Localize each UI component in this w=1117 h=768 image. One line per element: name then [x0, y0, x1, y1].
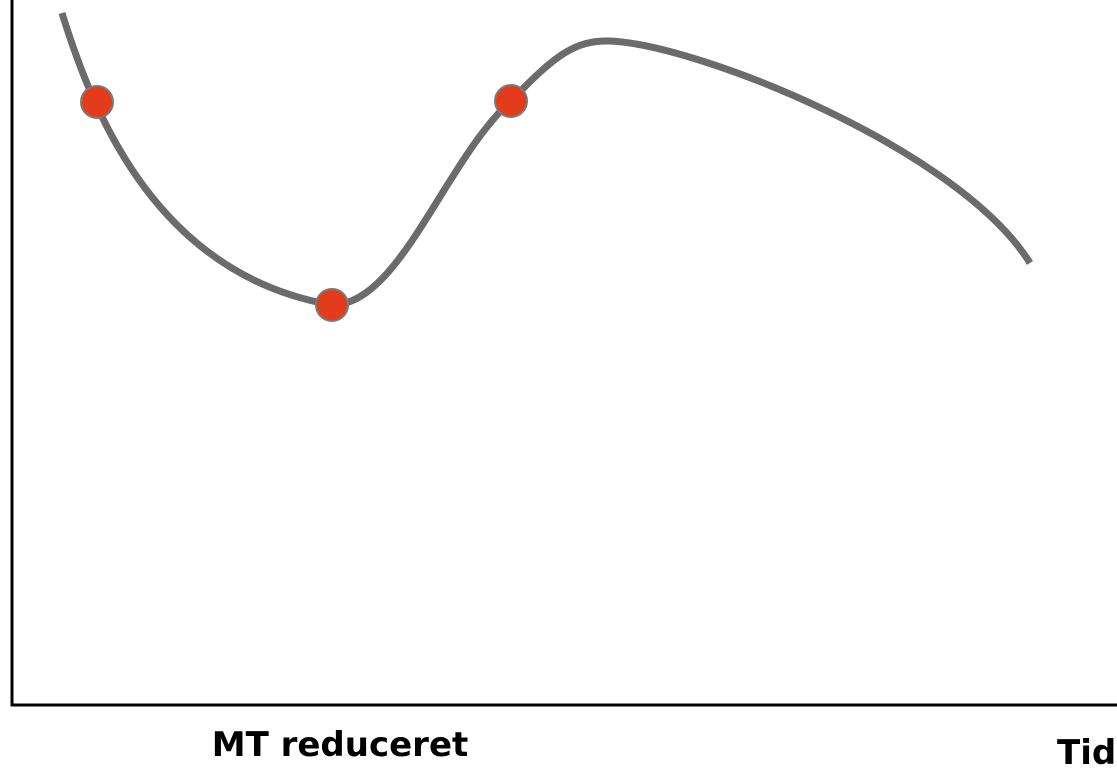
axis-end-label: Tid — [1057, 733, 1116, 768]
curve — [58, 11, 1033, 309]
marker — [80, 85, 114, 119]
marker — [494, 84, 528, 118]
marker — [315, 288, 349, 322]
x-label: MT reduceret — [212, 725, 469, 765]
